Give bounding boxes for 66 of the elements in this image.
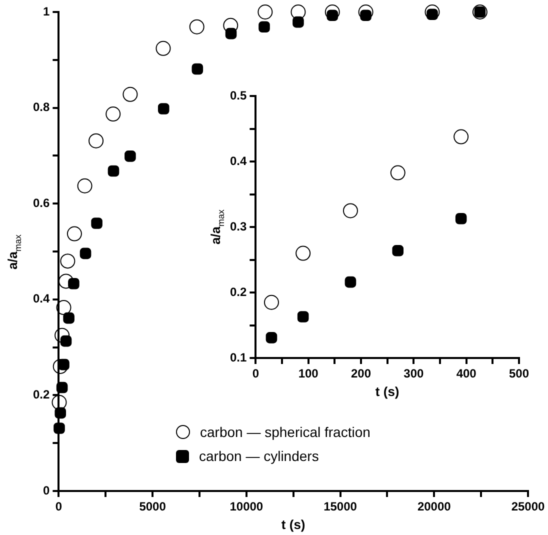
point <box>66 226 82 242</box>
point <box>223 18 238 33</box>
y-tick-label: 0.2 <box>32 388 50 402</box>
point <box>108 165 120 177</box>
point <box>60 254 76 269</box>
point <box>454 129 469 144</box>
x-tick-label: 500 <box>508 366 530 381</box>
point <box>52 358 68 374</box>
y-tick-label: 0.8 <box>32 100 50 114</box>
point <box>290 4 306 20</box>
y-tick-label: 1 <box>42 4 50 18</box>
y-tick-label: 0.2 <box>230 284 247 299</box>
point <box>91 218 102 229</box>
point <box>54 422 65 434</box>
point <box>158 103 170 114</box>
point <box>342 203 358 218</box>
point <box>58 274 74 289</box>
point <box>63 312 74 324</box>
legend-label: carbon — cylinders <box>199 448 319 464</box>
point <box>156 40 171 56</box>
x-axis-title: t (s) <box>281 516 306 532</box>
x-tick-label: 5000 <box>139 500 166 514</box>
y-tick-label: 0.4 <box>32 292 50 306</box>
point <box>124 150 136 162</box>
point <box>264 294 279 310</box>
point <box>296 246 311 261</box>
point <box>292 16 304 28</box>
x-axis-title: t (s) <box>375 384 400 399</box>
point <box>455 212 467 224</box>
x-tick-label: 15000 <box>324 500 358 514</box>
x-tick-label: 200 <box>350 366 372 381</box>
point <box>189 19 204 34</box>
y-tick-label: 0.1 <box>230 350 247 364</box>
point <box>77 178 92 194</box>
y-tick-label: 0.3 <box>230 219 247 234</box>
point <box>106 106 121 122</box>
point <box>266 332 278 344</box>
point <box>88 133 104 148</box>
x-tick-label: 100 <box>298 366 319 381</box>
point <box>344 276 356 288</box>
point <box>392 245 404 256</box>
legend-label: carbon — spherical fraction <box>200 424 370 440</box>
x-tick-label: 20000 <box>417 500 452 514</box>
point <box>297 311 309 322</box>
point <box>358 4 374 20</box>
x-tick-label: 400 <box>456 366 477 381</box>
point <box>390 165 406 180</box>
point <box>424 4 440 20</box>
point <box>258 4 273 20</box>
point <box>258 21 270 32</box>
point <box>80 248 92 260</box>
x-tick-label: 0 <box>55 500 62 514</box>
y-tick-label: 0 <box>42 483 50 498</box>
point <box>192 63 204 75</box>
y-tick-label: 0.6 <box>32 196 50 210</box>
y-tick-label: 0.4 <box>230 154 247 168</box>
x-tick-label: 300 <box>404 366 424 381</box>
x-tick-label: 25000 <box>511 500 546 514</box>
x-tick-label: 0 <box>252 366 260 381</box>
y-tick-label: 0.5 <box>230 88 247 103</box>
x-tick-label: 10000 <box>230 500 264 514</box>
point <box>52 394 67 410</box>
point <box>54 328 70 343</box>
point <box>56 300 72 316</box>
point <box>56 382 68 394</box>
point <box>122 86 138 102</box>
